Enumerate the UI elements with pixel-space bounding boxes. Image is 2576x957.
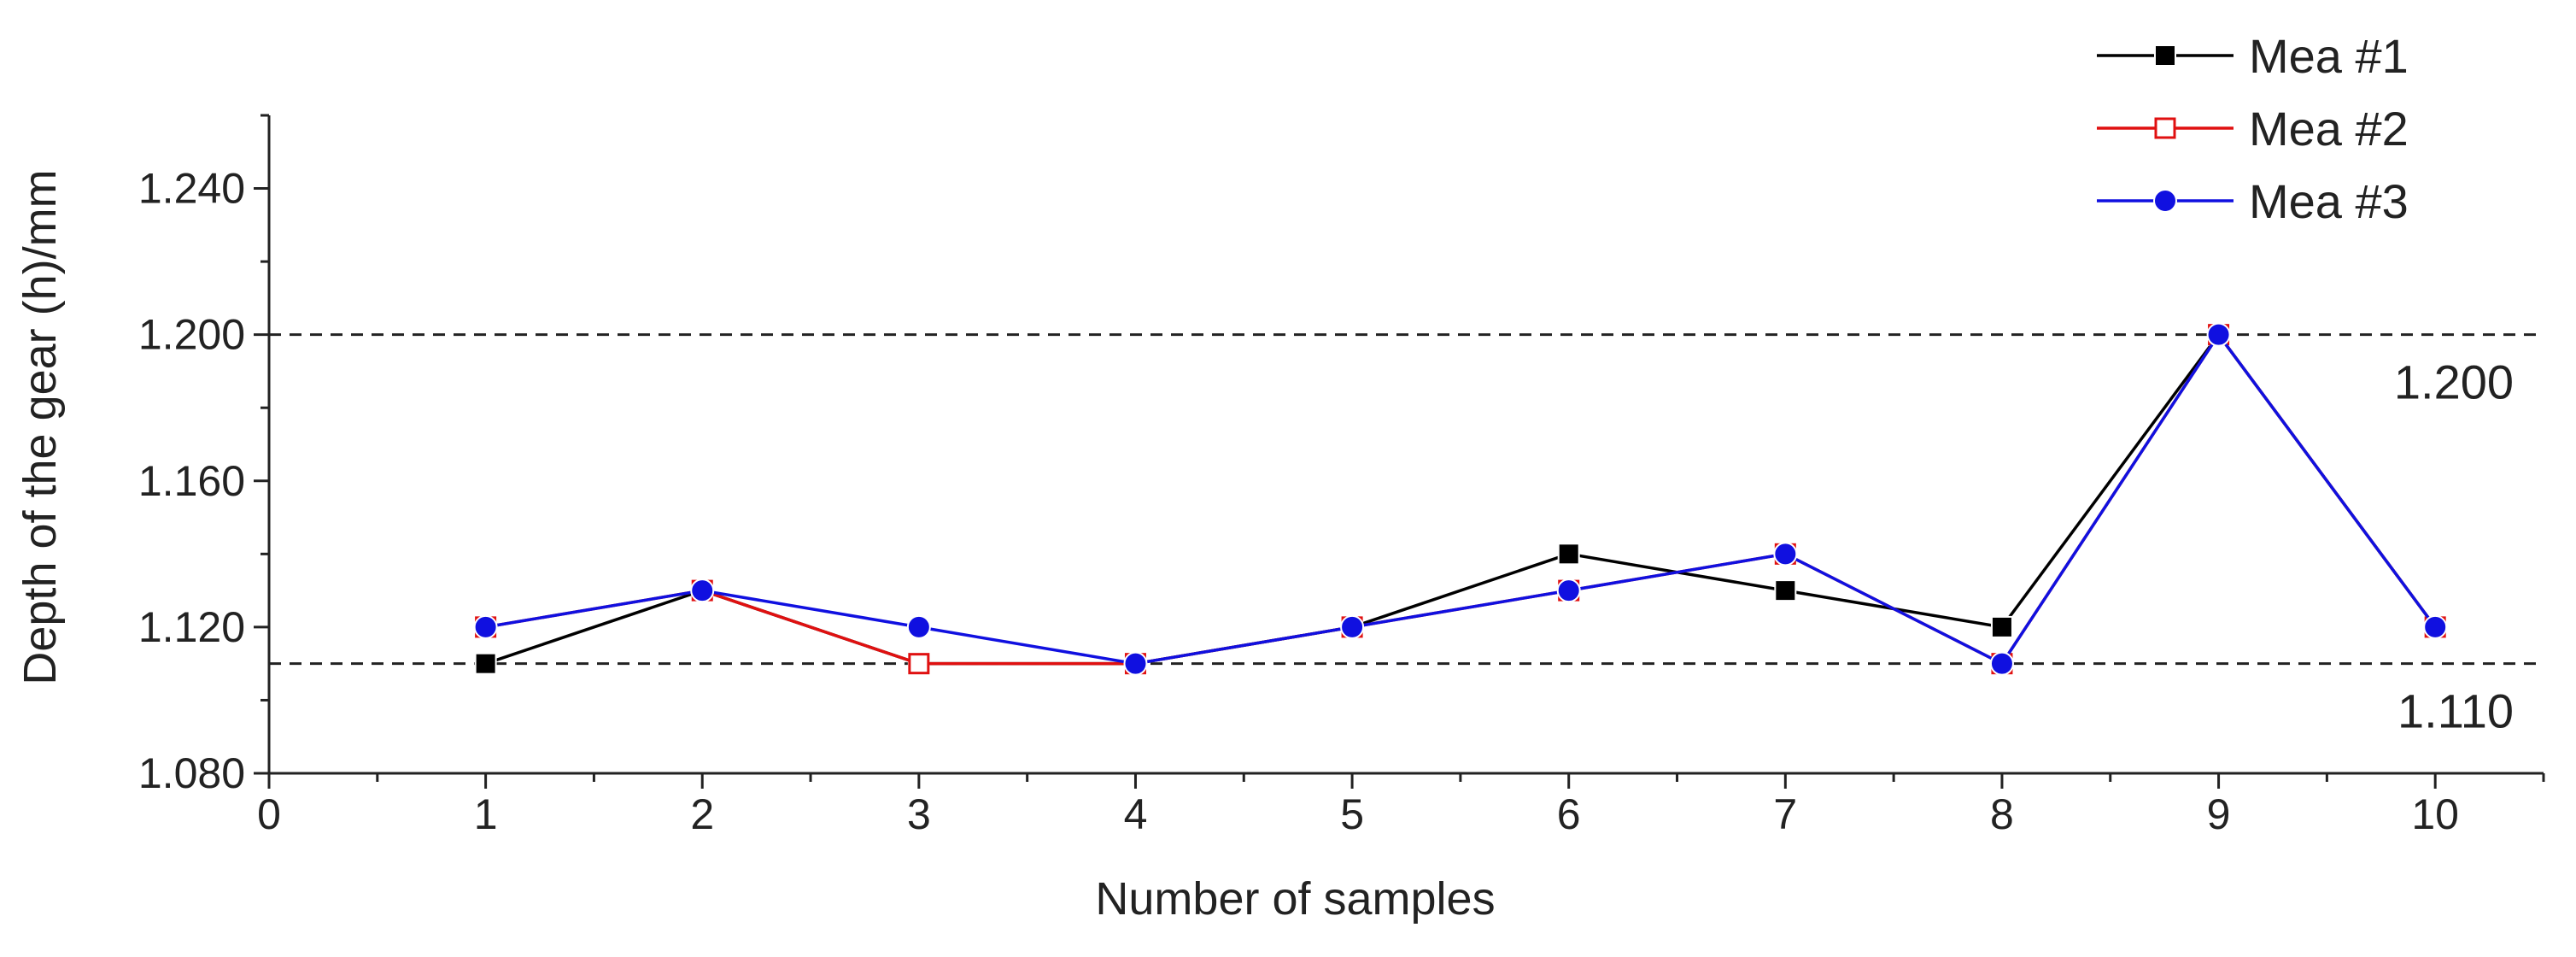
x-tick-label-1: 1: [474, 790, 498, 838]
series-line: [485, 332, 2437, 666]
data-point-8: [1990, 615, 2013, 638]
legend-entry-2: Mea #2: [2097, 102, 2409, 156]
data-point-6: [1557, 543, 1580, 566]
legend-marker: [2154, 117, 2176, 139]
data-point-1: [473, 614, 498, 639]
legend-marker: [2154, 44, 2176, 67]
series-mea-2: [475, 324, 2446, 675]
x-tick-label-2: 2: [690, 790, 714, 838]
series-layer: [473, 322, 2448, 676]
reference-label-1.200: 1.200: [2394, 355, 2514, 409]
data-point-10: [2423, 614, 2448, 639]
data-point-8: [1989, 651, 2014, 676]
data-point-1: [474, 652, 497, 675]
data-point-2: [690, 578, 715, 603]
data-point-7: [1774, 579, 1797, 602]
x-axis-title: Number of samples: [1095, 873, 1495, 925]
x-tick-label-9: 9: [2207, 790, 2231, 838]
y-tick-label-1.080: 1.080: [138, 749, 245, 797]
series-mea-1: [474, 323, 2447, 675]
legend-label: Mea #2: [2249, 102, 2409, 156]
data-point-5: [1340, 614, 1365, 639]
reference-label-1.110: 1.110: [2397, 684, 2514, 738]
legend-label: Mea #3: [2249, 174, 2409, 228]
legend-entry-3: Mea #3: [2097, 174, 2409, 228]
legend-entry-1: Mea #1: [2097, 29, 2409, 83]
x-tick-label-6: 6: [1557, 790, 1581, 838]
x-tick-label-10: 10: [2411, 790, 2459, 838]
x-tick-label-0: 0: [257, 790, 281, 838]
data-point-4: [1123, 651, 1148, 676]
x-tick-label-4: 4: [1124, 790, 1148, 838]
x-tick-label-7: 7: [1773, 790, 1797, 838]
data-point-9: [2206, 322, 2231, 347]
legend-label: Mea #1: [2249, 29, 2409, 83]
y-tick-label-1.200: 1.200: [138, 311, 245, 359]
axes: 0 1 2 3 4 5 6 7 8 9 10 1.080 1.120 1.160 1.200 1.240: [138, 114, 2545, 838]
y-tick-label-1.160: 1.160: [138, 457, 245, 505]
y-tick-label-1.120: 1.120: [138, 603, 245, 651]
x-tick-label-5: 5: [1340, 790, 1364, 838]
reference-lines: 1.200 1.110: [269, 333, 2544, 738]
data-point-3: [906, 614, 931, 639]
series-line: [485, 332, 2437, 666]
x-tick-label-8: 8: [1990, 790, 2014, 838]
x-tick-label-3: 3: [907, 790, 931, 838]
data-point-6: [1556, 578, 1581, 603]
y-tick-label-1.240: 1.240: [138, 165, 245, 213]
data-point-3: [908, 653, 930, 675]
series-mea-3: [473, 322, 2448, 676]
legend: Mea #1 Mea #2 Mea #3: [2097, 29, 2409, 228]
series-line: [485, 332, 2437, 666]
data-point-7: [1773, 542, 1798, 567]
y-axis-title: Depth of the gear (h)/mm: [15, 169, 66, 684]
legend-marker: [2153, 189, 2177, 213]
